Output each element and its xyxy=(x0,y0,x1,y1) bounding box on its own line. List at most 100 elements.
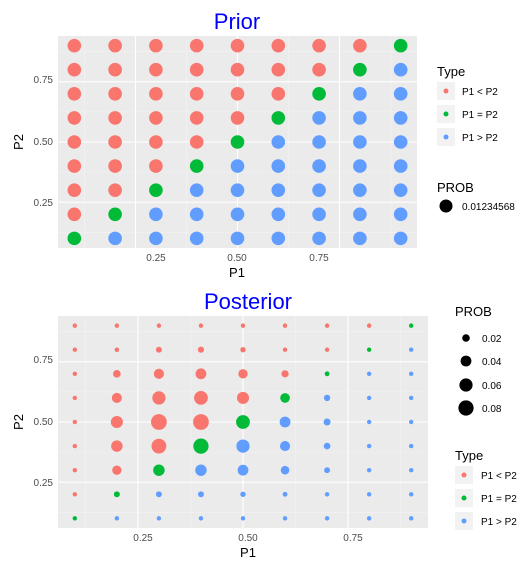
posterior-point xyxy=(366,371,372,377)
prior-point xyxy=(353,231,367,246)
posterior-point xyxy=(408,492,414,497)
posterior-point xyxy=(195,368,207,380)
prior-point xyxy=(271,38,286,53)
prior-point xyxy=(108,183,122,197)
prior-point xyxy=(189,135,204,149)
posterior-point xyxy=(197,491,204,498)
posterior-point xyxy=(408,516,414,521)
prior-point xyxy=(312,62,326,77)
prior-point xyxy=(108,87,122,101)
posterior-point xyxy=(237,464,249,476)
posterior-point xyxy=(324,516,330,521)
prior-point xyxy=(312,87,326,101)
prior-point xyxy=(108,111,122,125)
prior-point xyxy=(230,231,245,246)
prior-point xyxy=(67,87,82,101)
posterior-point xyxy=(366,467,372,473)
prior-point xyxy=(230,111,245,125)
posterior-point xyxy=(324,323,330,328)
prior-point xyxy=(271,159,286,173)
posterior-point xyxy=(193,414,209,430)
prior-point xyxy=(67,111,82,125)
posterior-point xyxy=(408,467,414,473)
prior-point xyxy=(230,183,245,197)
prior-point xyxy=(149,38,163,53)
prior-point xyxy=(393,231,408,246)
posterior-size-legend-label: 0.02 xyxy=(482,334,502,345)
posterior-point xyxy=(408,395,414,401)
posterior-size-legend-key xyxy=(459,378,473,392)
posterior-point xyxy=(366,323,372,328)
prior-title: Prior xyxy=(214,9,260,34)
posterior-point xyxy=(153,368,164,379)
prior-point xyxy=(189,87,204,101)
posterior-point xyxy=(282,516,288,521)
prior-point xyxy=(230,207,245,222)
posterior-point xyxy=(279,416,291,428)
prior-point xyxy=(353,135,367,149)
prior-point xyxy=(149,111,163,125)
posterior-point xyxy=(323,394,331,402)
posterior-point xyxy=(324,467,331,474)
posterior-point xyxy=(236,439,250,453)
posterior-point xyxy=(111,392,122,403)
prior-point xyxy=(67,62,82,77)
posterior-point xyxy=(72,467,78,473)
posterior-type-legend: Type P1 < P2 P1 = P2 P1 > P2 xyxy=(455,448,517,530)
prior-point xyxy=(108,231,122,246)
posterior-type-legend-title: Type xyxy=(455,448,483,463)
posterior-size-legend-label: 0.06 xyxy=(482,381,502,392)
prior-point xyxy=(149,62,163,77)
posterior-point xyxy=(72,419,78,425)
prior-point xyxy=(149,135,163,149)
prior-point xyxy=(149,159,163,173)
posterior-y-axis-title: P2 xyxy=(11,414,26,430)
posterior-y-tick-label: 0.75 xyxy=(34,355,54,366)
prior-point xyxy=(149,183,163,197)
posterior-legend-key-lt xyxy=(461,472,467,478)
posterior-point xyxy=(155,491,162,498)
prior-point xyxy=(149,231,163,246)
prior-point xyxy=(189,111,204,125)
posterior-point xyxy=(197,346,205,353)
posterior-point xyxy=(282,347,288,352)
posterior-point xyxy=(195,464,207,476)
posterior-point xyxy=(72,492,78,497)
prior-size-legend-key xyxy=(439,199,453,213)
prior-point xyxy=(271,183,286,197)
prior-point xyxy=(149,87,163,101)
posterior-title: Posterior xyxy=(204,289,292,314)
prior-point xyxy=(312,38,326,53)
prior-x-tick-label: 0.75 xyxy=(309,253,329,264)
prior-point xyxy=(312,135,326,149)
posterior-legend-label-eq: P1 = P2 xyxy=(481,494,517,505)
prior-y-tick-label: 0.50 xyxy=(34,137,54,148)
posterior-x-axis-title: P1 xyxy=(240,545,256,560)
posterior-legend-key-gt xyxy=(461,518,467,524)
posterior-point xyxy=(113,491,120,498)
prior-point xyxy=(353,159,367,173)
prior-type-legend: Type P1 < P2 P1 = P2 P1 > P2 xyxy=(437,64,498,146)
posterior-point xyxy=(114,347,120,352)
prior-point xyxy=(67,159,82,173)
posterior-point xyxy=(198,323,204,328)
posterior-point xyxy=(280,393,290,403)
prior-point xyxy=(312,111,326,125)
posterior-point xyxy=(240,491,246,497)
posterior-point xyxy=(156,516,162,521)
posterior-point xyxy=(280,465,290,475)
posterior-legend-label-gt: P1 > P2 xyxy=(481,517,517,528)
posterior-point xyxy=(114,516,120,521)
posterior-point xyxy=(153,464,165,476)
posterior-legend-key-eq xyxy=(461,495,467,501)
prior-point xyxy=(189,38,204,53)
prior-legend-label-eq: P1 = P2 xyxy=(462,110,498,121)
prior-x-tick-label: 0.25 xyxy=(146,253,166,264)
posterior-point xyxy=(236,391,250,404)
posterior-point xyxy=(151,438,167,454)
prior-point xyxy=(353,111,367,125)
prior-point xyxy=(67,135,82,149)
prior-point xyxy=(271,135,286,149)
prior-point xyxy=(189,207,204,222)
posterior-size-legend-key xyxy=(460,355,472,367)
